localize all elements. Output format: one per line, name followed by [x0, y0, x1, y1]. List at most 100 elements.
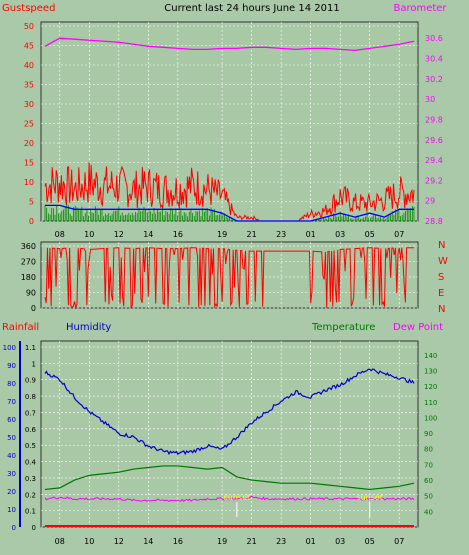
- gust-axis-tick: 20: [24, 139, 34, 148]
- x-tick-label-bottom: 05: [365, 537, 375, 546]
- x-tick-label-top: 14: [143, 230, 153, 239]
- gust-axis-tick: 30: [24, 100, 34, 109]
- x-tick-label-top: 21: [247, 230, 257, 239]
- legend-temperature: Temperature: [311, 322, 375, 333]
- x-tick-label-bottom: 10: [84, 537, 94, 546]
- x-tick-label-bottom: 19: [217, 537, 227, 546]
- barometer-axis-tick: 30: [425, 95, 435, 104]
- barometer-axis-tick: 30.2: [425, 75, 443, 84]
- x-tick-label-bottom: 07: [394, 537, 404, 546]
- wind-direction-line: [44, 247, 414, 310]
- rain-axis-tick: 0.1: [25, 508, 36, 516]
- humidity-axis-tick: 70: [7, 398, 16, 406]
- compass-e: E: [438, 288, 444, 299]
- barometer-axis-tick: 29: [425, 197, 435, 206]
- dewpoint-line: [44, 495, 415, 502]
- compass-n-top: N: [438, 240, 445, 251]
- x-tick-label-top: 16: [173, 230, 183, 239]
- humidity-axis-tick: 90: [7, 362, 16, 370]
- temperature-axis-tick: 140: [424, 352, 437, 360]
- x-tick-label-top: 08: [55, 230, 65, 239]
- barometer-line: [44, 37, 415, 52]
- barometer-axis-tick: 29.8: [425, 115, 443, 124]
- barometer-axis-tick: 28.8: [425, 217, 443, 226]
- temperature-axis-tick: 90: [424, 430, 433, 438]
- rain-axis-tick: 0.5: [25, 442, 36, 450]
- temperature-axis-tick: 40: [424, 508, 433, 516]
- temperature-axis-tick: 100: [424, 414, 437, 422]
- temperature-axis-tick: 60: [424, 477, 433, 485]
- temperature-axis-tick: 70: [424, 461, 433, 469]
- tick-labels: 0510152025303540455028.82929.229.429.629…: [3, 22, 443, 546]
- x-tick-label-bottom: 14: [143, 537, 153, 546]
- legend-rainfall: Rainfall: [2, 322, 39, 333]
- temperature-axis-tick: 110: [424, 399, 437, 407]
- humidity-line: [44, 368, 415, 456]
- gust-axis-tick: 10: [24, 178, 34, 187]
- windspeed-line: [45, 204, 414, 222]
- gust-axis-tick: 15: [24, 159, 34, 168]
- gust-axis-tick: 35: [24, 81, 34, 90]
- barometer-axis-tick: 29.4: [425, 156, 443, 165]
- temperature-axis-tick: 80: [424, 446, 433, 454]
- legend-gustspeed: Gustspeed: [2, 3, 55, 14]
- sun-annotation: sunset: [224, 493, 251, 502]
- humidity-axis-tick: 0: [12, 524, 16, 532]
- gust-axis-tick: 45: [24, 42, 34, 51]
- rain-axis-tick: 0.2: [25, 491, 36, 499]
- humidity-axis-tick: 20: [7, 488, 16, 496]
- barometer-axis-tick: 30.6: [425, 34, 443, 43]
- temperature-line: [44, 465, 415, 491]
- x-tick-label-bottom: 03: [335, 537, 345, 546]
- x-tick-label-top: 23: [276, 230, 286, 239]
- gust-axis-tick: 50: [24, 22, 34, 31]
- x-tick-label-top: 12: [114, 230, 124, 239]
- barometer-axis-tick: 29.2: [425, 176, 443, 185]
- gust-axis-tick: 25: [24, 120, 34, 129]
- rain-axis-tick: 0.6: [25, 426, 37, 434]
- temperature-axis-tick: 120: [424, 383, 437, 391]
- humidity-axis-tick: 100: [3, 344, 16, 352]
- rain-axis-tick: 0.8: [25, 393, 36, 401]
- x-tick-label-top: 05: [365, 230, 375, 239]
- compass-w: W: [438, 256, 448, 267]
- rain-axis-tick: 0.9: [25, 377, 36, 385]
- chart-title: Current last 24 hours June 14 2011: [164, 3, 339, 14]
- x-tick-label-bottom: 16: [173, 537, 183, 546]
- direction-axis-tick: 360: [21, 242, 36, 251]
- x-tick-label-bottom: 01: [306, 537, 316, 546]
- sun-annotation: sunset: [356, 493, 383, 502]
- legend-dewpoint: Dew Point: [393, 322, 443, 333]
- barometer-axis-tick: 29.6: [425, 136, 443, 145]
- barometer-axis-tick: 30.4: [425, 55, 443, 64]
- humidity-axis-tick: 50: [7, 434, 16, 442]
- gustspeed-line: [44, 162, 415, 222]
- gust-axis-tick: 5: [29, 198, 34, 207]
- direction-axis-tick: 0: [31, 304, 36, 313]
- x-tick-label-top: 01: [306, 230, 316, 239]
- humidity-axis-tick: 80: [7, 380, 16, 388]
- rain-axis-tick: 0: [32, 524, 36, 532]
- bottom-panel: [40, 340, 419, 528]
- series-layer: [44, 37, 415, 527]
- humidity-axis-tick: 10: [7, 506, 16, 514]
- x-tick-label-top: 19: [217, 230, 227, 239]
- rain-axis-tick: 0.3: [25, 475, 36, 483]
- x-tick-label-top: 10: [84, 230, 94, 239]
- temperature-axis-tick: 50: [424, 493, 433, 501]
- direction-axis-tick: 270: [21, 258, 36, 267]
- compass-n-bottom: N: [438, 304, 445, 315]
- temperature-axis-tick: 130: [424, 367, 437, 375]
- gust-axis-tick: 0: [29, 217, 34, 226]
- x-tick-label-bottom: 12: [114, 537, 124, 546]
- humidity-axis-tick: 40: [7, 452, 16, 460]
- x-tick-label-bottom: 08: [55, 537, 65, 546]
- humidity-axis-tick: 60: [7, 416, 16, 424]
- direction-axis-tick: 90: [26, 289, 36, 298]
- x-tick-label-top: 07: [394, 230, 404, 239]
- rain-axis-tick: 1.1: [25, 344, 36, 352]
- rain-axis-tick: 0.4: [25, 459, 37, 467]
- direction-axis-tick: 180: [21, 273, 36, 282]
- rain-axis-tick: 0.7: [25, 409, 36, 417]
